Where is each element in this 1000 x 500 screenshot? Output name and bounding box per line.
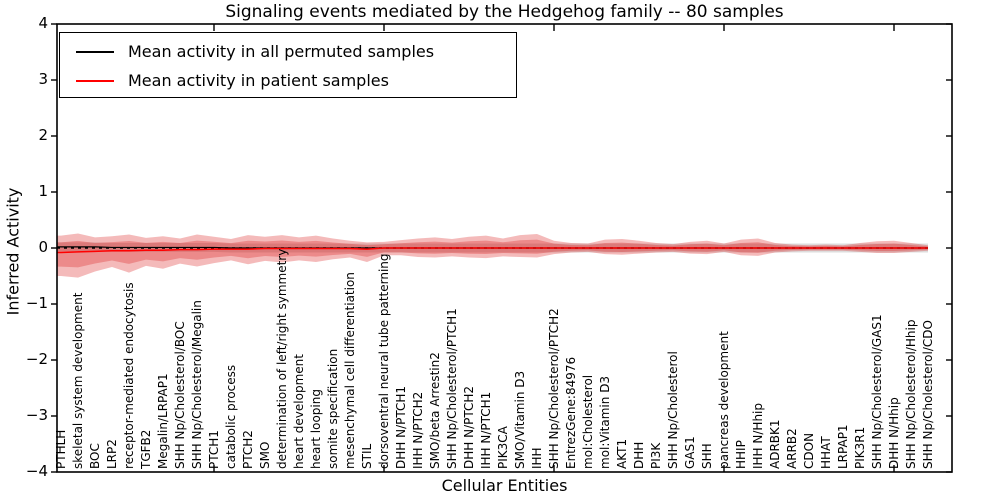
x-tick-label: dorsoventral neural tube patterning	[377, 253, 391, 469]
y-tick-label: 4	[38, 14, 48, 32]
x-tick-label: mol:Vitamin D3	[598, 375, 612, 469]
black-line-swatch	[76, 51, 114, 53]
x-tick-label: receptor-mediated endocytosis	[122, 282, 136, 469]
x-tick-label: SHH Np/Cholesterol/PTCH1	[445, 308, 459, 469]
x-tick-label: mol:Cholesterol	[581, 374, 595, 469]
x-tick-label: Megalin/LRPAP1	[156, 373, 170, 469]
x-tick-label: PTCH2	[241, 430, 255, 469]
x-tick-label: SHH Np/Cholesterol/Megalin	[190, 300, 204, 469]
chart-title: Signaling events mediated by the Hedgeho…	[225, 2, 784, 22]
x-tick-label: mesenchymal cell differentiation	[343, 272, 357, 469]
y-tick-label: 0	[38, 238, 48, 256]
x-axis-label: Cellular Entities	[441, 476, 568, 495]
x-tick-label: somite specification	[326, 348, 340, 469]
y-tick-label: 1	[38, 182, 48, 200]
x-tick-label: SMO/Vitamin D3	[513, 370, 527, 469]
x-tick-label: catabolic process	[224, 364, 238, 469]
legend-box: Mean activity in all permuted samples Me…	[59, 32, 517, 98]
x-tick-label: SHH Np/Cholesterol/BOC	[173, 321, 187, 469]
x-tick-label: determination of left/right symmetry	[275, 248, 289, 469]
y-tick-label: −3	[25, 406, 48, 424]
x-tick-label: TGFB2	[139, 429, 153, 469]
y-tick-label: 3	[38, 70, 48, 88]
x-tick-label: HHAT	[819, 436, 833, 469]
x-tick-label: HHIP	[734, 440, 748, 469]
x-tick-label: SHH Np/Cholesterol/CDO	[921, 320, 935, 469]
x-tick-label: PI3K	[649, 442, 663, 469]
x-tick-label: SHH	[700, 443, 714, 469]
x-tick-label: ADRBK1	[768, 419, 782, 469]
y-tick-label: −4	[25, 462, 48, 480]
x-tick-label: SHH Np/Cholesterol/Hhip	[904, 319, 918, 469]
red-line-swatch	[76, 80, 114, 82]
x-tick-label: DHH	[632, 441, 646, 469]
x-tick-label: skeletal system development	[71, 292, 85, 469]
x-tick-label: PTCH1	[207, 430, 221, 469]
y-tick-label: 2	[38, 126, 48, 144]
legend-label: Mean activity in all permuted samples	[128, 42, 435, 61]
x-tick-label: IHH	[530, 447, 544, 469]
legend-label: Mean activity in patient samples	[128, 71, 389, 90]
x-tick-label: BOC	[88, 443, 102, 469]
x-tick-label: ARRB2	[785, 428, 799, 469]
x-tick-label: heart looping	[309, 389, 323, 469]
legend-entry-permuted: Mean activity in all permuted samples	[60, 40, 516, 64]
x-tick-label: CDON	[802, 432, 816, 469]
x-tick-label: LRP2	[105, 439, 119, 469]
y-tick-label: −2	[25, 350, 48, 368]
patient-std-band-outer	[57, 233, 928, 278]
x-tick-label: LRPAP1	[836, 424, 850, 469]
x-tick-label: PTHLH	[54, 429, 68, 469]
x-tick-label: IHH N/Hhip	[751, 403, 765, 469]
y-tick-label: −1	[25, 294, 48, 312]
x-tick-label: pancreas development	[717, 331, 731, 469]
legend-entry-patient: Mean activity in patient samples	[60, 69, 516, 93]
x-tick-label: SHH Np/Cholesterol	[666, 351, 680, 469]
patient-mean-line	[57, 247, 928, 254]
x-tick-label: DHH N/PTCH1	[394, 385, 408, 469]
x-tick-label: heart development	[292, 354, 306, 469]
x-tick-label: EntrezGene:84976	[564, 356, 578, 469]
x-tick-label: PIK3R1	[853, 426, 867, 469]
x-tick-label: IHH N/PTCH2	[411, 391, 425, 469]
x-tick-label: SMO/beta Arrestin2	[428, 352, 442, 469]
x-tick-label: SHH Np/Cholesterol/PTCH2	[547, 308, 561, 469]
patient-std-band-inner	[57, 239, 928, 268]
x-tick-label: GAS1	[683, 436, 697, 469]
x-tick-label: STIL	[360, 443, 374, 469]
x-tick-label: IHH N/PTCH1	[479, 391, 493, 469]
x-tick-label: DHH N/Hhip	[887, 397, 901, 469]
x-tick-label: DHH N/PTCH2	[462, 385, 476, 469]
x-tick-label: PIK3CA	[496, 426, 510, 469]
x-tick-label: SHH Np/Cholesterol/GAS1	[870, 314, 884, 469]
x-tick-label: AKT1	[615, 438, 629, 469]
x-tick-label: SMO	[258, 441, 272, 469]
